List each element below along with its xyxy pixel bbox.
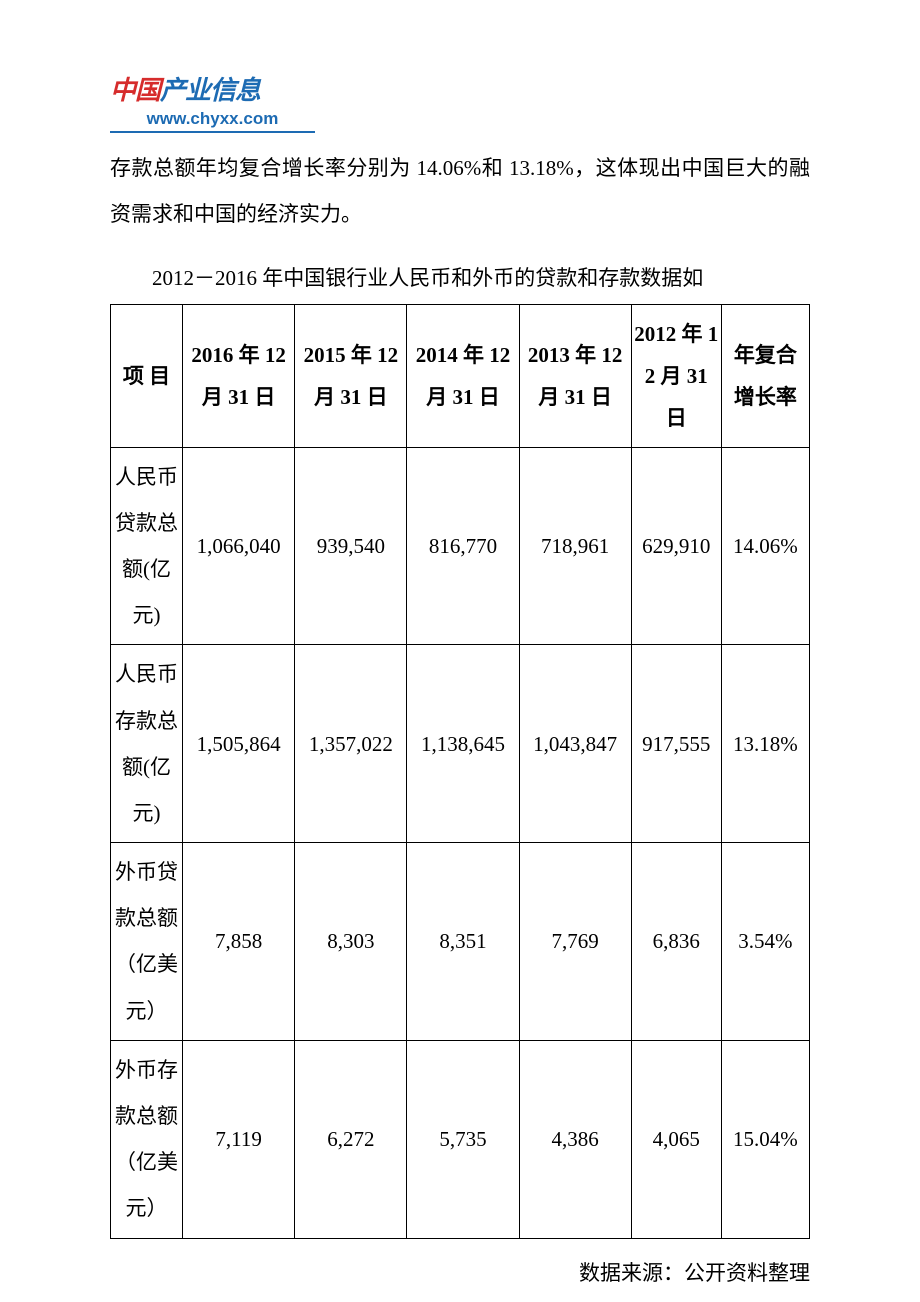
table-header-row: 项 目 2016 年 12 月 31 日 2015 年 12 月 31 日 20… xyxy=(111,304,810,447)
logo-main: 中国产业信息 xyxy=(110,70,810,107)
cell-value: 718,961 xyxy=(519,447,631,645)
cell-value: 8,351 xyxy=(407,843,519,1041)
cell-value: 629,910 xyxy=(631,447,721,645)
data-table: 项 目 2016 年 12 月 31 日 2015 年 12 月 31 日 20… xyxy=(110,304,810,1239)
logo-text-red: 中国 xyxy=(110,75,160,105)
cell-value: 816,770 xyxy=(407,447,519,645)
cell-value: 4,386 xyxy=(519,1040,631,1238)
cell-value: 7,858 xyxy=(183,843,295,1041)
logo-url: www.chyxx.com xyxy=(110,109,315,133)
cell-value: 1,357,022 xyxy=(295,645,407,843)
col-header-2015: 2015 年 12 月 31 日 xyxy=(295,304,407,447)
cell-value: 6,836 xyxy=(631,843,721,1041)
cell-value: 1,505,864 xyxy=(183,645,295,843)
table-row: 外币贷款总额（亿美元） 7,858 8,303 8,351 7,769 6,83… xyxy=(111,843,810,1041)
cell-value: 917,555 xyxy=(631,645,721,843)
cell-cagr: 13.18% xyxy=(721,645,809,843)
cell-value: 8,303 xyxy=(295,843,407,1041)
col-header-2012: 2012 年 12 月 31 日 xyxy=(631,304,721,447)
intro-paragraph: 存款总额年均复合增长率分别为 14.06%和 13.18%，这体现出中国巨大的融… xyxy=(110,145,810,237)
col-header-2013: 2013 年 12 月 31 日 xyxy=(519,304,631,447)
cell-value: 1,043,847 xyxy=(519,645,631,843)
logo-block: 中国产业信息 www.chyxx.com xyxy=(110,70,810,133)
data-source: 数据来源：公开资料整理 xyxy=(110,1257,810,1287)
cell-value: 7,119 xyxy=(183,1040,295,1238)
col-header-2016: 2016 年 12 月 31 日 xyxy=(183,304,295,447)
table-row: 人民币贷款总额(亿元) 1,066,040 939,540 816,770 71… xyxy=(111,447,810,645)
table-title: 2012－2016 年中国银行业人民币和外币的贷款和存款数据如 xyxy=(110,255,810,301)
table-row: 人民币存款总额(亿元) 1,505,864 1,357,022 1,138,64… xyxy=(111,645,810,843)
row-label: 人民币贷款总额(亿元) xyxy=(111,447,183,645)
cell-cagr: 14.06% xyxy=(721,447,809,645)
cell-cagr: 3.54% xyxy=(721,843,809,1041)
cell-value: 6,272 xyxy=(295,1040,407,1238)
row-label: 外币贷款总额（亿美元） xyxy=(111,843,183,1041)
cell-value: 939,540 xyxy=(295,447,407,645)
cell-value: 7,769 xyxy=(519,843,631,1041)
cell-value: 1,138,645 xyxy=(407,645,519,843)
table-row: 外币存款总额（亿美元） 7,119 6,272 5,735 4,386 4,06… xyxy=(111,1040,810,1238)
col-header-2014: 2014 年 12 月 31 日 xyxy=(407,304,519,447)
logo-text-blue: 产业信息 xyxy=(160,75,260,105)
col-header-cagr: 年复合增长率 xyxy=(721,304,809,447)
row-label: 人民币存款总额(亿元) xyxy=(111,645,183,843)
cell-value: 1,066,040 xyxy=(183,447,295,645)
cell-value: 5,735 xyxy=(407,1040,519,1238)
col-header-item: 项 目 xyxy=(111,304,183,447)
cell-cagr: 15.04% xyxy=(721,1040,809,1238)
row-label: 外币存款总额（亿美元） xyxy=(111,1040,183,1238)
cell-value: 4,065 xyxy=(631,1040,721,1238)
